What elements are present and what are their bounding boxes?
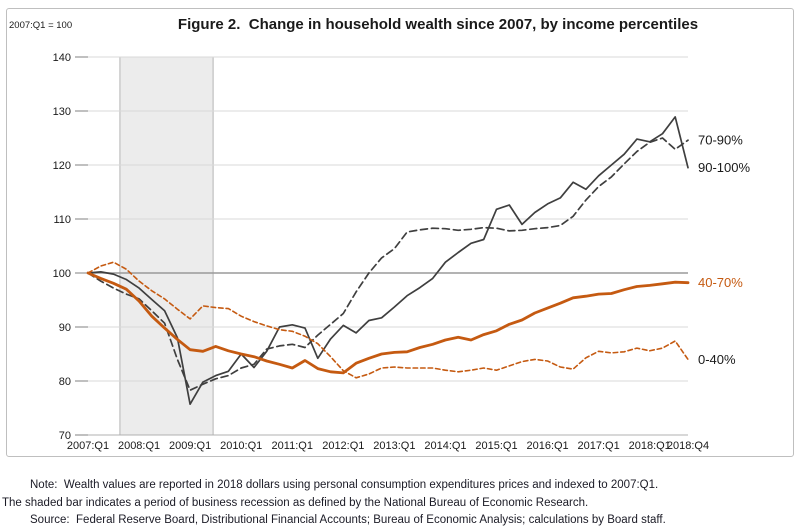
x-axis-label-2007:Q1: 2007:Q1 <box>67 440 109 452</box>
line-chart: 70 80 90 100 110 120 130 140 2007:Q1 2008:Q1 2009:… <box>53 52 751 452</box>
recession-note-text: The shaded bar indicates a period of bus… <box>2 497 589 509</box>
series-line-70-90% <box>87 137 689 392</box>
x-axis-label-2018:Q4: 2018:Q4 <box>667 440 709 452</box>
series-label-0-40%: 0-40% <box>698 352 736 367</box>
y-axis-label-100: 100 <box>53 268 71 280</box>
y-axis-label-70: 70 <box>59 430 71 442</box>
x-axis-label-2015:Q1: 2015:Q1 <box>475 440 517 452</box>
axis-unit-label: 2007:Q1 = 100 <box>9 20 73 31</box>
x-axis-label-2011:Q1: 2011:Q1 <box>272 440 313 452</box>
x-axis-label-2008:Q1: 2008:Q1 <box>118 440 160 452</box>
y-axis-label-120: 120 <box>53 160 71 172</box>
series-label-70-90%: 70-90% <box>698 133 743 148</box>
y-axis-label-110: 110 <box>53 214 71 226</box>
x-axis-label-2018:Q1: 2018:Q1 <box>629 440 671 452</box>
x-axis-label-2014:Q1: 2014:Q1 <box>424 440 466 452</box>
series-line-40-70% <box>86 271 690 375</box>
series-line-0-40% <box>87 261 689 379</box>
x-axis-label-2009:Q1: 2009:Q1 <box>169 440 211 452</box>
y-axis-label-80: 80 <box>59 376 71 388</box>
x-axis-label-2013:Q1: 2013:Q1 <box>373 440 415 452</box>
chart-title: Figure 2. Change in household wealth sin… <box>177 16 699 33</box>
note-text: Note: Wealth values are reported in 2018… <box>30 479 659 491</box>
source-text: Source: Federal Reserve Board, Distribut… <box>30 514 666 526</box>
x-axis-label-2016:Q1: 2016:Q1 <box>526 440 568 452</box>
series-label-40-70%: 40-70% <box>698 275 743 290</box>
x-axis-label-2010:Q1: 2010:Q1 <box>220 440 262 452</box>
recession-band <box>119 57 214 435</box>
series-label-90-100%: 90-100% <box>698 160 750 175</box>
x-axis-label-2012:Q1: 2012:Q1 <box>322 440 364 452</box>
y-axis-label-140: 140 <box>53 52 71 64</box>
y-axis-label-90: 90 <box>59 322 71 334</box>
series-line-90-100% <box>87 116 689 406</box>
y-axis-label-130: 130 <box>53 106 71 118</box>
x-axis-label-2017:Q1: 2017:Q1 <box>578 440 620 452</box>
